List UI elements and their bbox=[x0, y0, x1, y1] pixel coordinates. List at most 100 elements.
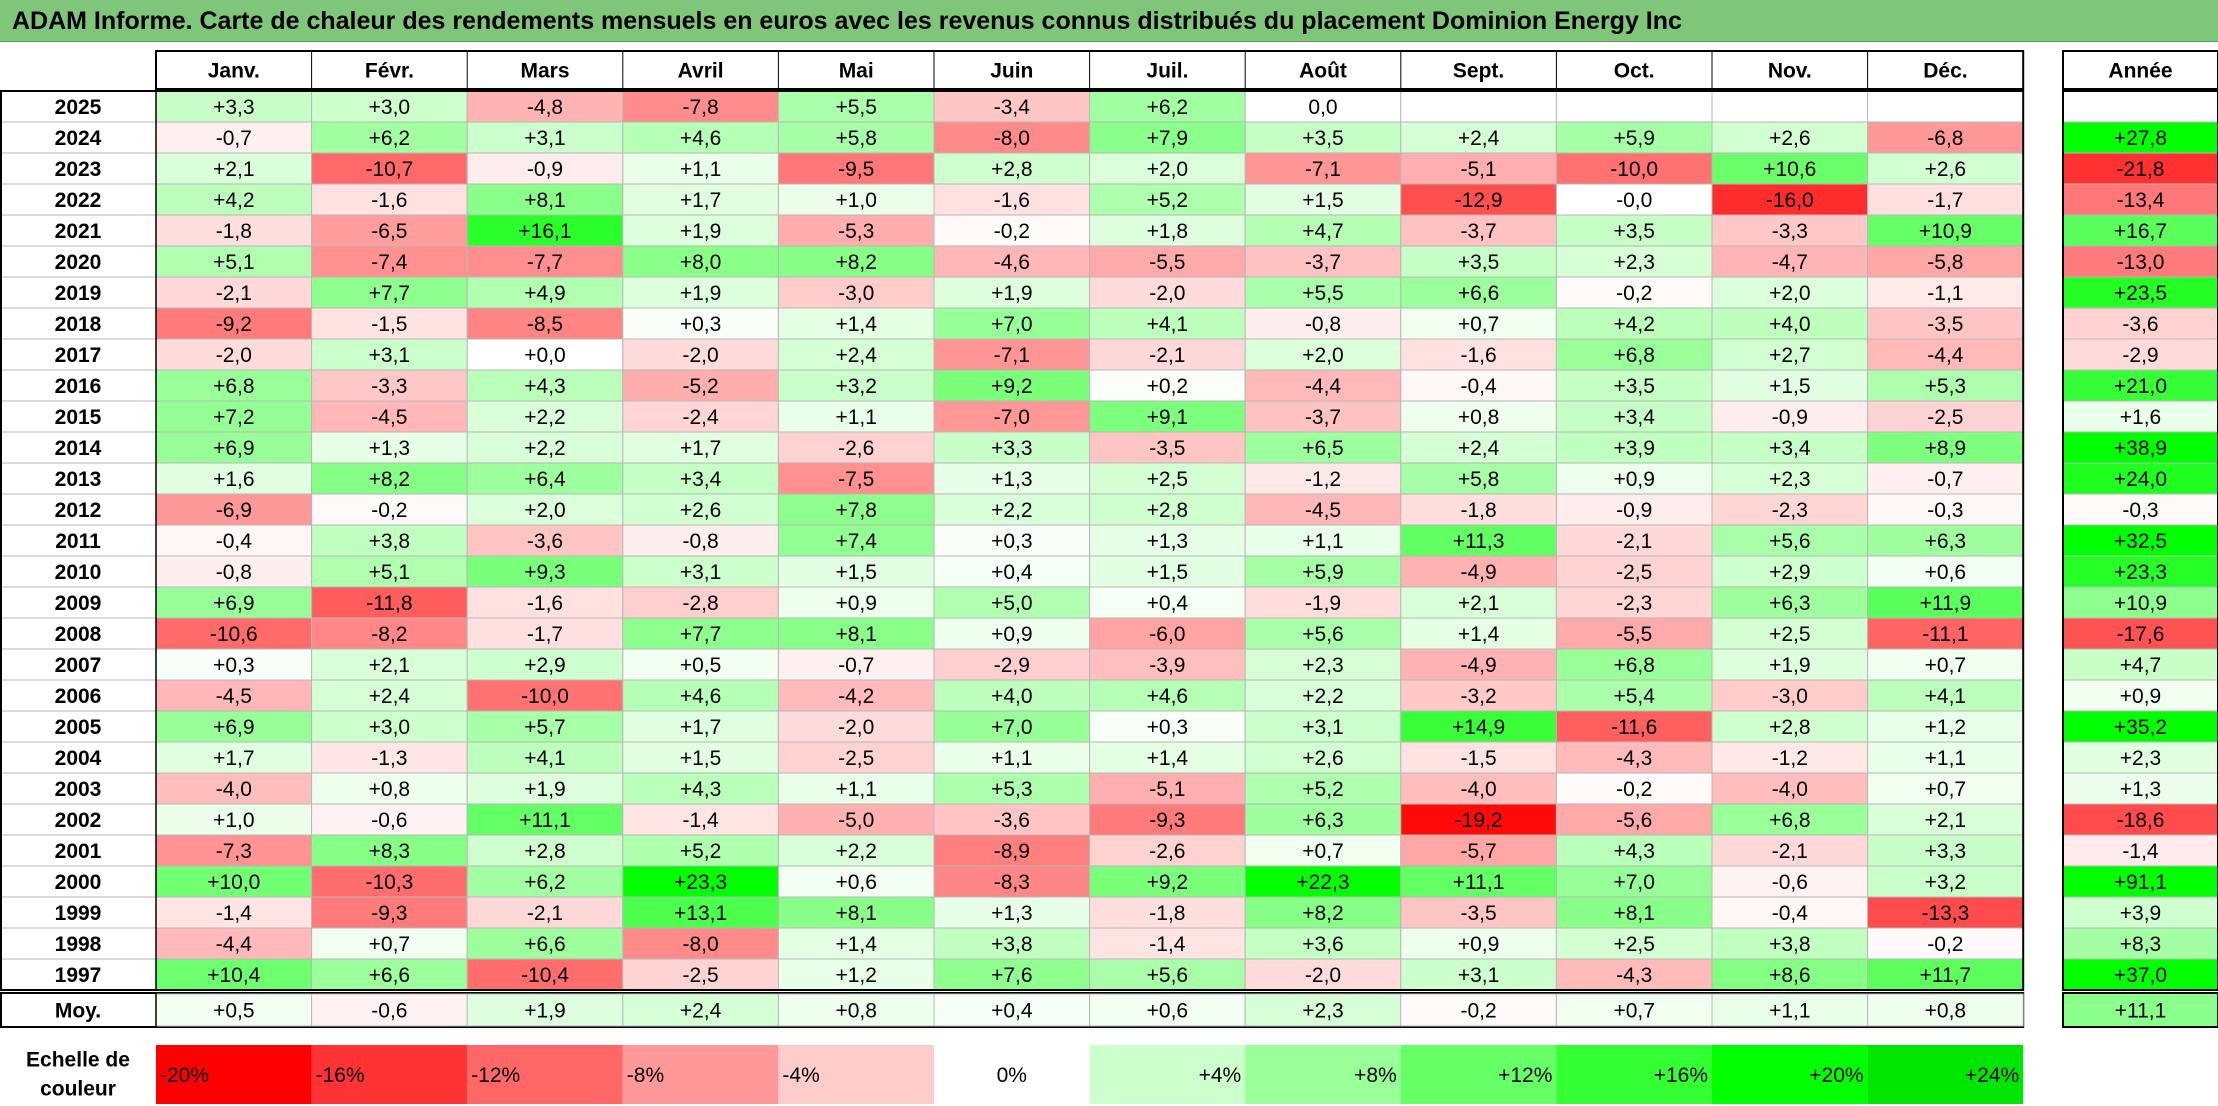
annual-cell bbox=[2062, 617, 2218, 650]
heat-value: -0,2 bbox=[1616, 778, 1652, 801]
heat-cell bbox=[933, 307, 1091, 340]
heat-value: +2,8 bbox=[991, 158, 1032, 181]
heat-value: +1,5 bbox=[1769, 375, 1810, 398]
heat-cell bbox=[622, 524, 779, 557]
scale-swatch bbox=[467, 1045, 623, 1104]
heat-value: -4,4 bbox=[1305, 375, 1342, 398]
heat-value: +1,7 bbox=[680, 437, 721, 460]
heat-cell bbox=[466, 958, 624, 991]
year-cell bbox=[0, 772, 157, 805]
heat-value: +3,1 bbox=[524, 127, 565, 150]
heat-cell bbox=[1400, 90, 1557, 123]
heat-cell bbox=[777, 648, 935, 681]
heat-cell bbox=[1867, 741, 2024, 774]
heat-value: +1,3 bbox=[991, 902, 1032, 925]
heat-value: -2,5 bbox=[683, 964, 719, 987]
annual-value-1997: +37,0 bbox=[2114, 964, 2167, 987]
heat-value: -2,1 bbox=[527, 902, 563, 925]
year-label-2000: 2000 bbox=[55, 871, 102, 894]
heat-cell bbox=[933, 648, 1091, 681]
heat-cell bbox=[933, 710, 1091, 743]
heat-value: -0,7 bbox=[838, 654, 874, 677]
heat-cell bbox=[1244, 152, 1402, 185]
heat-value: -3,0 bbox=[1772, 685, 1808, 708]
heat-cell bbox=[622, 400, 779, 433]
annual-value-2024: +27,8 bbox=[2114, 127, 2167, 150]
heat-value: +8,1 bbox=[835, 623, 876, 646]
heat-value: -0,6 bbox=[371, 809, 407, 832]
heat-value: -6,9 bbox=[216, 499, 252, 522]
heat-value: +3,8 bbox=[1769, 933, 1810, 956]
heat-value: -3,5 bbox=[1927, 313, 1963, 336]
heat-cell bbox=[1555, 400, 1713, 433]
heat-cell bbox=[1244, 896, 1402, 929]
heat-value: +7,9 bbox=[1147, 127, 1188, 150]
heat-cell bbox=[933, 400, 1091, 433]
scale-swatch bbox=[622, 1045, 779, 1104]
heat-cell bbox=[1400, 803, 1557, 836]
annual-value-2014: +38,9 bbox=[2114, 437, 2167, 460]
heat-value: -4,4 bbox=[216, 933, 253, 956]
month-header-2: Févr. bbox=[365, 60, 414, 83]
average-cell bbox=[466, 993, 624, 1027]
heat-value: -0,9 bbox=[1616, 499, 1652, 522]
heat-cell bbox=[1089, 338, 1246, 371]
heat-cell bbox=[1711, 276, 1869, 309]
annual-value-2010: +23,3 bbox=[2114, 561, 2167, 584]
heat-cell bbox=[1400, 307, 1557, 340]
heat-cell bbox=[155, 214, 313, 247]
heat-cell bbox=[1555, 462, 1713, 495]
annual-cell bbox=[2062, 927, 2218, 960]
average-cell bbox=[155, 993, 313, 1027]
heat-cell bbox=[466, 524, 624, 557]
annual-value-2001: -1,4 bbox=[2122, 840, 2159, 863]
heat-value: +4,3 bbox=[524, 375, 565, 398]
heat-value: +2,5 bbox=[1147, 468, 1188, 491]
heat-value: +4,6 bbox=[1147, 685, 1188, 708]
heat-cell bbox=[466, 803, 624, 836]
data-frame bbox=[0, 90, 2025, 991]
annual-cell bbox=[2062, 493, 2218, 526]
heat-value: +1,3 bbox=[369, 437, 410, 460]
heat-value: -3,3 bbox=[1772, 220, 1808, 243]
heat-cell bbox=[1555, 586, 1713, 619]
annual-cell bbox=[2062, 865, 2218, 898]
heat-cell bbox=[155, 369, 313, 402]
heat-value: -5,3 bbox=[838, 220, 874, 243]
heat-value: -7,1 bbox=[994, 344, 1030, 367]
heat-value: +5,4 bbox=[1613, 685, 1655, 708]
heat-value: +5,8 bbox=[1458, 468, 1499, 491]
heat-value: +2,8 bbox=[1147, 499, 1188, 522]
heat-cell bbox=[1089, 369, 1246, 402]
heat-value: -1,5 bbox=[1461, 747, 1497, 770]
heat-value: -1,2 bbox=[1772, 747, 1808, 770]
heat-value: +2,3 bbox=[1769, 468, 1810, 491]
heat-cell bbox=[1244, 648, 1402, 681]
heat-cell bbox=[622, 152, 779, 185]
annual-value-2012: -0,3 bbox=[2122, 499, 2158, 522]
annual-cell bbox=[2062, 555, 2218, 588]
heat-value: -0,2 bbox=[994, 220, 1030, 243]
heat-value: +6,2 bbox=[1147, 96, 1188, 119]
heat-cell bbox=[1244, 431, 1402, 464]
year-label-2006: 2006 bbox=[55, 685, 102, 708]
heat-value: -4,3 bbox=[1616, 964, 1652, 987]
heat-cell bbox=[1711, 524, 1869, 557]
heat-value: +2,4 bbox=[1458, 437, 1500, 460]
heat-value: +4,3 bbox=[1613, 840, 1654, 863]
heat-value: +1,1 bbox=[835, 778, 876, 801]
heat-value: +1,9 bbox=[680, 282, 721, 305]
heat-value: -7,5 bbox=[838, 468, 874, 491]
heat-cell bbox=[1711, 90, 1869, 123]
heat-value: -3,6 bbox=[527, 530, 563, 553]
heat-value: +0,5 bbox=[680, 654, 721, 677]
year-label-2020: 2020 bbox=[55, 251, 102, 274]
heat-value: -10,3 bbox=[365, 871, 413, 894]
heat-cell bbox=[1089, 524, 1246, 557]
scale-swatch bbox=[1867, 1045, 2024, 1104]
heat-cell bbox=[622, 121, 779, 154]
heat-value: +3,8 bbox=[991, 933, 1032, 956]
heat-cell bbox=[1089, 555, 1246, 588]
heat-value: +7,2 bbox=[213, 406, 254, 429]
